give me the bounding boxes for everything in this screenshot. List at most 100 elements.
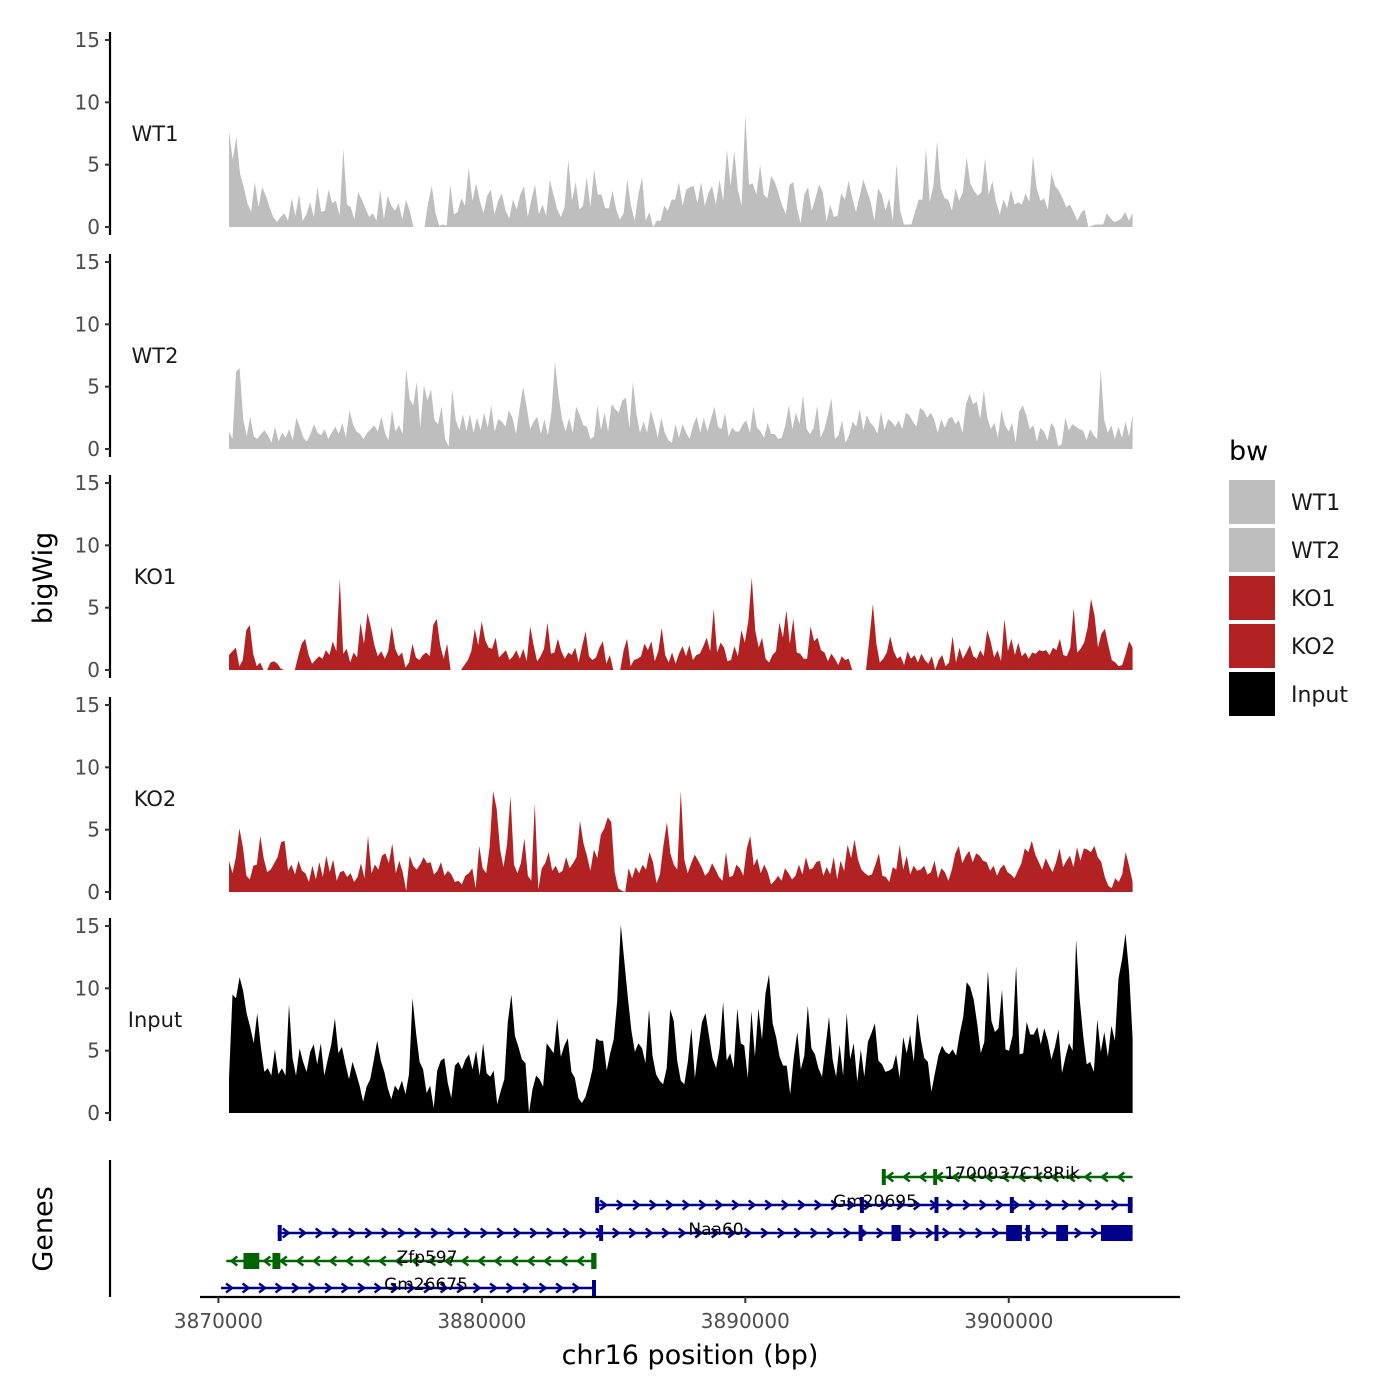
strand-chevron (842, 1227, 852, 1239)
strand-chevron (331, 1227, 341, 1239)
strand-chevron (826, 1227, 836, 1239)
strand-chevron (885, 1171, 895, 1183)
strand-chevron (747, 1199, 757, 1211)
strand-chevron (991, 1227, 1001, 1239)
y-axis-title: bigWig (28, 532, 59, 625)
strand-chevron (1077, 1199, 1087, 1211)
strand-chevron (694, 1227, 704, 1239)
strand-chevron (710, 1227, 720, 1239)
x-tick-label: 3880000 (437, 1309, 526, 1333)
strand-chevron (1061, 1199, 1071, 1211)
strand-chevron (1066, 1171, 1076, 1183)
strand-chevron (780, 1199, 790, 1211)
strand-chevron (493, 1255, 503, 1267)
exon (599, 1225, 604, 1241)
exon (1056, 1225, 1069, 1241)
exon (1100, 1225, 1133, 1241)
strand-chevron (456, 1282, 466, 1294)
strand-chevron (797, 1199, 807, 1211)
strand-chevron (925, 1227, 935, 1239)
legend-item-input: Input (1229, 672, 1348, 716)
strand-chevron (347, 1227, 357, 1239)
y-tick-label: 15 (75, 471, 100, 495)
gene-label: Gm20695 (833, 1192, 917, 1212)
strand-chevron (1099, 1171, 1109, 1183)
strand-chevron (764, 1199, 774, 1211)
strand-chevron (460, 1255, 470, 1267)
strand-chevron (727, 1227, 737, 1239)
strand-chevron (241, 1282, 251, 1294)
strand-chevron (328, 1255, 338, 1267)
gene-1700037c18rik: 1700037C18Rik (881, 1164, 1133, 1185)
genes-axis-title: Genes (28, 1186, 59, 1271)
strand-chevron (555, 1282, 565, 1294)
legend-swatch (1229, 576, 1275, 620)
strand-chevron (714, 1199, 724, 1211)
strand-chevron (846, 1199, 856, 1211)
y-tick-label: 5 (87, 818, 100, 842)
y-tick-label: 0 (87, 658, 100, 682)
strand-chevron (863, 1199, 873, 1211)
strand-chevron (632, 1199, 642, 1211)
exon (591, 1253, 597, 1269)
y-tick-label: 5 (87, 375, 100, 399)
coverage-area-ko2 (229, 791, 1133, 892)
legend-swatch (1229, 528, 1275, 572)
strand-chevron (476, 1255, 486, 1267)
legend: WT1 WT2 KO1 KO2 Input (1229, 480, 1348, 716)
strand-chevron (875, 1227, 885, 1239)
strand-chevron (698, 1199, 708, 1211)
strand-chevron (615, 1199, 625, 1211)
strand-chevron (562, 1227, 572, 1239)
strand-chevron (809, 1227, 819, 1239)
strand-chevron (978, 1199, 988, 1211)
strand-chevron (760, 1227, 770, 1239)
track-label: WT1 (132, 122, 179, 146)
legend-item-ko2: KO2 (1229, 624, 1336, 668)
strand-chevron (512, 1227, 522, 1239)
strand-chevron (545, 1227, 555, 1239)
strand-chevron (945, 1199, 955, 1211)
strand-chevron (912, 1199, 922, 1211)
strand-chevron (1017, 1171, 1027, 1183)
strand-chevron (813, 1199, 823, 1211)
y-tick-label: 5 (87, 596, 100, 620)
exon (1025, 1225, 1030, 1241)
track-wt1: 0 5 10 15 WT1 (75, 28, 1133, 239)
legend-label: WT1 (1291, 491, 1340, 516)
strand-chevron (225, 1282, 235, 1294)
exon (1006, 1225, 1022, 1241)
exon (934, 1225, 939, 1241)
strand-chevron (677, 1227, 687, 1239)
strand-chevron (967, 1171, 977, 1183)
gene-label: 1700037C18Rik (944, 1164, 1080, 1184)
strand-chevron (529, 1227, 539, 1239)
legend-label: KO1 (1291, 587, 1336, 612)
strand-chevron (394, 1255, 404, 1267)
strand-chevron (974, 1227, 984, 1239)
strand-chevron (364, 1227, 374, 1239)
y-tick-label: 0 (87, 1101, 100, 1125)
strand-chevron (295, 1255, 305, 1267)
y-tick-label: 10 (75, 312, 100, 336)
strand-chevron (258, 1282, 268, 1294)
strand-chevron (1011, 1199, 1021, 1211)
strand-chevron (340, 1282, 350, 1294)
y-tick-label: 0 (87, 880, 100, 904)
x-tick-label: 3870000 (174, 1309, 263, 1333)
strand-chevron (430, 1227, 440, 1239)
y-tick-label: 15 (75, 693, 100, 717)
strand-chevron (314, 1227, 324, 1239)
exon (933, 1169, 938, 1185)
gene-label: Gm26675 (384, 1275, 468, 1295)
gene-naa60: Naa60 (277, 1220, 1133, 1241)
strand-chevron (559, 1255, 569, 1267)
y-tick-label: 15 (75, 28, 100, 52)
coverage-area-ko1 (229, 577, 1133, 670)
track-panels: 0 5 10 15 WT1 0 5 10 15 WT2 0 5 10 15 KO1 0 5 10 15 KO2 0 5 10… (75, 28, 1133, 1125)
strand-chevron (443, 1255, 453, 1267)
legend-label: Input (1291, 683, 1348, 708)
strand-chevron (344, 1255, 354, 1267)
strand-chevron (298, 1227, 308, 1239)
